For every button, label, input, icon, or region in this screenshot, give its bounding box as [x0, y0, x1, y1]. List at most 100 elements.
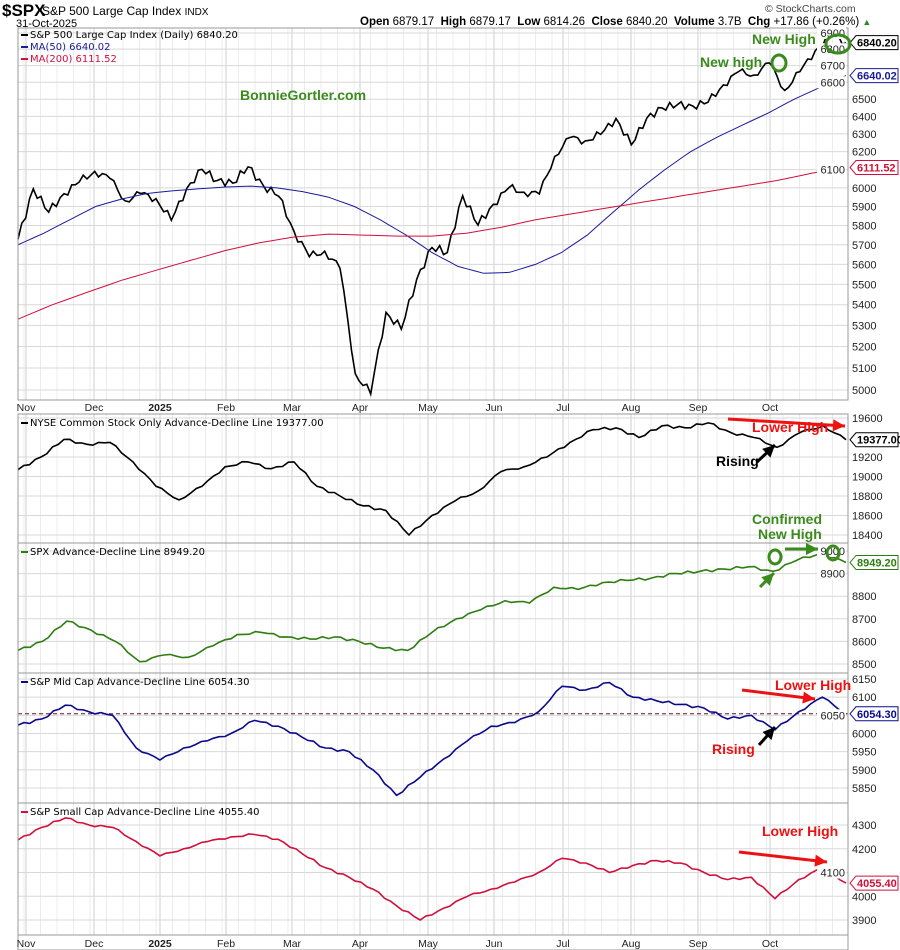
- last-value-box: [849, 68, 899, 84]
- lower-high-arrow-smallcap-head: [814, 854, 827, 867]
- y-tick-label: 6900: [821, 28, 845, 40]
- series-line: [17, 167, 847, 320]
- y-tick-label: 8800: [852, 591, 876, 603]
- last-value-label: 4055.40: [857, 878, 897, 890]
- y-tick-label: 18400: [852, 530, 883, 542]
- volume-value: 3.7B: [717, 16, 742, 28]
- last-value-box: [849, 875, 899, 891]
- lower-high-arrow-midcap-head: [802, 691, 815, 704]
- high-value: 6879.17: [469, 16, 511, 28]
- x-tick-label: May: [418, 938, 439, 950]
- grid: [18, 28, 848, 935]
- open-label: Open: [360, 16, 390, 28]
- legend-label: S&P 500 Large Cap Index (Daily) 6840.20: [30, 30, 238, 41]
- last-value-label: 19377.00: [857, 435, 900, 447]
- annotation-rising-midcap: Rising: [712, 741, 755, 757]
- legend-label: S&P Mid Cap Advance-Decline Line 6054.30: [30, 677, 250, 688]
- y-tick-label: 8500: [852, 659, 876, 671]
- y-tick-label: 4300: [852, 820, 876, 832]
- y-tick-label: 5200: [852, 342, 876, 354]
- y-tick-label: 9000: [821, 546, 845, 558]
- lower-high-arrow-head: [832, 419, 845, 432]
- y-tick-label-bg: [817, 59, 846, 72]
- chg-value: +17.86 (+0.26%): [773, 16, 860, 28]
- lower-high-arrow: [727, 417, 846, 428]
- panel-frame: [17, 27, 849, 401]
- x-tick-label: Dec: [85, 402, 104, 414]
- y-tick-label: 19000: [852, 472, 883, 484]
- panel-frame: [17, 542, 849, 674]
- y-tick-label: 5950: [852, 747, 876, 759]
- rising-arrow-head: [762, 445, 775, 458]
- x-tick-label: Oct: [762, 402, 778, 414]
- confirmed-circle-1: [767, 548, 783, 566]
- y-tick-label: 3900: [852, 915, 876, 927]
- low-label: Low: [517, 16, 541, 28]
- y-tick-label: 5300: [852, 320, 876, 332]
- confirmed-arrow-up-head: [761, 573, 774, 586]
- legend-label: MA(200) 6111.52: [30, 54, 117, 65]
- low-value: 6814.26: [543, 16, 586, 28]
- y-tick-label: 19200: [852, 452, 883, 464]
- last-value-box: [849, 554, 899, 570]
- rising-arrow-midcap-head: [762, 727, 775, 740]
- annotation-confirmed-new-high: New High: [758, 526, 822, 542]
- x-tick-label: Oct: [762, 938, 778, 950]
- close-label: Close: [591, 16, 623, 28]
- chg-label: Chg: [747, 16, 771, 28]
- last-value-label: 6840.20: [857, 38, 897, 50]
- x-tick-label: Sep: [689, 938, 708, 950]
- y-tick-label-bg: [817, 866, 846, 879]
- y-tick-label: 8900: [821, 569, 845, 581]
- y-tick-label: 8700: [852, 614, 876, 626]
- y-tick-label: 6600: [821, 77, 845, 89]
- y-tick-label-bg: [817, 163, 846, 176]
- y-tick-label: 5800: [852, 220, 876, 232]
- annotation-new-high-small: New high: [700, 54, 762, 70]
- panel-frame: [17, 413, 849, 544]
- axes: 6900 6800 6700 6600 6500 6400 6300 6200 6100 6000…: [17, 27, 900, 950]
- new-high-circle: [824, 33, 852, 55]
- x-tick-label: Aug: [622, 402, 641, 414]
- x-tick-label: Nov: [17, 938, 36, 950]
- y-tick-label: 5900: [852, 202, 876, 214]
- x-tick-label: Jul: [556, 402, 569, 414]
- symbol-name: S&P 500 Large Cap Index: [42, 4, 182, 18]
- y-tick-label: 8600: [852, 636, 876, 648]
- legends: S&P 500 Large Cap Index (Daily) 6840.20 M…: [21, 30, 324, 818]
- legend-label: S&P Small Cap Advance-Decline Line 4055.…: [30, 807, 260, 818]
- y-tick-label: 5700: [852, 240, 876, 252]
- annotation-rising: Rising: [716, 453, 759, 469]
- last-value-label: 6054.30: [857, 709, 897, 721]
- x-tick-label: Feb: [217, 402, 235, 414]
- y-tick-label: 5500: [852, 279, 876, 291]
- lower-high-arrow-smallcap: [738, 850, 828, 864]
- last-value-label: 8949.20: [857, 557, 897, 569]
- x-tick-label: Mar: [283, 402, 302, 414]
- y-tick-label-bg: [817, 76, 846, 89]
- y-tick-label: 6800: [821, 44, 845, 56]
- y-tick-label: 18600: [852, 511, 883, 523]
- x-tick-label: Apr: [352, 938, 369, 950]
- x-tick-label: Jun: [486, 402, 503, 414]
- watermark: BonnieGortler.com: [240, 87, 366, 103]
- y-tick-label: 19600: [852, 413, 883, 425]
- annotations: BonnieGortler.com New High New high Lower H…: [240, 31, 852, 867]
- y-tick-label: 6100: [852, 692, 876, 704]
- y-tick-label: 6000: [852, 183, 876, 195]
- y-tick-label: 6500: [852, 94, 876, 106]
- last-value-label: 6111.52: [857, 163, 896, 175]
- y-tick-label: 4200: [852, 844, 876, 856]
- panel-frames: [17, 27, 849, 950]
- annotation-lower-high-smallcap: Lower High: [762, 823, 838, 839]
- y-tick-label: 6050: [821, 710, 845, 722]
- x-tick-label: Apr: [352, 402, 369, 414]
- x-axis-frame: [17, 934, 849, 950]
- last-value-box: [849, 35, 899, 51]
- exchange: INDX: [184, 7, 209, 18]
- annotation-new-high: New High: [752, 31, 816, 47]
- y-tick-label: 5100: [852, 363, 876, 375]
- annotation-confirmed: Confirmed: [752, 511, 822, 527]
- x-tick-label: 2025: [148, 402, 172, 414]
- x-tick-label: Aug: [622, 938, 641, 950]
